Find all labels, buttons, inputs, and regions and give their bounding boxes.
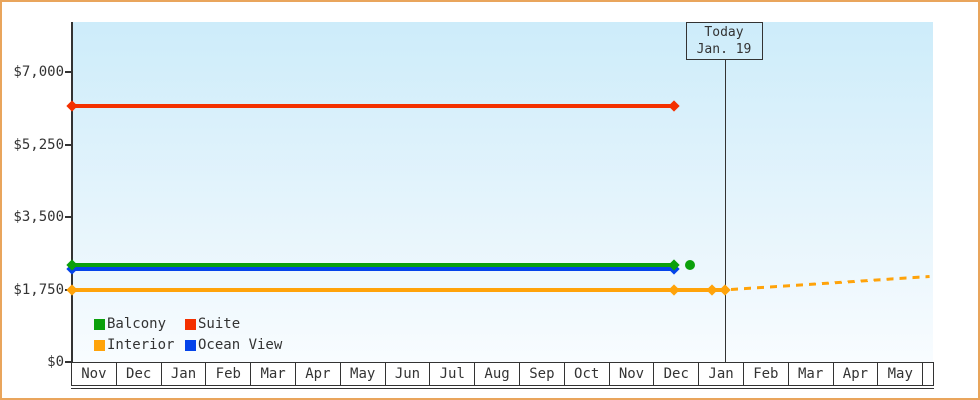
today-annotation-title: Today xyxy=(704,25,744,40)
today-annotation-date: Jan. 19 xyxy=(696,42,752,57)
legend-swatch-icon xyxy=(94,339,105,351)
x-axis-month-cell: Dec xyxy=(653,362,700,386)
y-tick-label: $0 xyxy=(47,354,64,370)
legend-label: Suite xyxy=(198,316,241,332)
x-axis-month-cell: Jan xyxy=(698,362,744,386)
legend-item: Ocean View xyxy=(185,337,282,353)
x-axis-month-cell: Oct xyxy=(563,362,610,386)
x-axis-month-cell: Mar xyxy=(250,362,296,386)
legend-swatch-icon xyxy=(94,318,105,330)
today-vertical-line xyxy=(724,60,726,362)
legend-label: Balcony xyxy=(107,316,167,332)
legend: Balcony Suite Interior Ocean View xyxy=(94,316,282,353)
x-axis-month-cell: Mar xyxy=(787,362,834,386)
x-axis-partial-cell xyxy=(922,362,935,386)
series-line-balcony xyxy=(72,262,675,267)
today-annotation-box: Today Jan. 19 xyxy=(685,22,763,60)
y-tick-mark xyxy=(65,216,72,218)
y-tick-mark xyxy=(65,361,72,363)
plot-area-background xyxy=(73,22,933,362)
y-tick-mark xyxy=(65,71,72,73)
x-axis-month-cell: Apr xyxy=(294,362,341,386)
legend-swatch-icon xyxy=(185,339,196,351)
legend-label: Ocean View xyxy=(198,337,283,353)
legend-item: Suite xyxy=(185,316,282,332)
x-axis-month-cell: Feb xyxy=(742,362,789,386)
x-axis-month-cell: May xyxy=(339,362,386,386)
series-line-ocean-view xyxy=(72,266,675,271)
series-line-interior xyxy=(72,287,675,292)
y-tick-mark xyxy=(65,143,72,146)
legend-item: Interior xyxy=(94,337,185,353)
x-axis-month-cell: Dec xyxy=(115,362,162,386)
x-axis-month-cell: Apr xyxy=(832,362,879,386)
x-axis-month-cell: Feb xyxy=(205,362,252,386)
x-axis-month-cell: Jan xyxy=(160,362,207,386)
legend-label: Interior xyxy=(107,337,175,353)
y-tick-label: $7,000 xyxy=(13,64,64,80)
legend-item: Balcony xyxy=(94,316,185,332)
x-axis-month-cell: Jun xyxy=(384,362,431,386)
x-axis-month-cell: Nov xyxy=(71,362,117,386)
y-axis-line xyxy=(71,22,73,362)
y-tick-label: $5,250 xyxy=(13,136,64,153)
x-axis-month-cell: Aug xyxy=(474,362,520,386)
x-axis-month-cell: Nov xyxy=(608,362,655,386)
y-tick-label: $1,750 xyxy=(13,281,64,298)
series-line-interior xyxy=(711,287,725,292)
y-tick-label: $3,500 xyxy=(13,209,64,225)
series-line-suite xyxy=(72,103,675,108)
x-axis-month-row: Nov Dec Jan Feb Mar Apr May Jun Jul Aug Sep Oct Nov D… xyxy=(71,362,935,386)
x-axis-month-cell: May xyxy=(877,362,924,386)
x-axis-month-cell: Jul xyxy=(429,362,476,386)
legend-swatch-icon xyxy=(185,318,196,330)
x-axis-baseline xyxy=(71,388,934,389)
data-point-balcony-latest-price xyxy=(685,259,696,270)
series-line-interior xyxy=(674,287,712,292)
x-axis-month-cell: Sep xyxy=(518,362,565,386)
